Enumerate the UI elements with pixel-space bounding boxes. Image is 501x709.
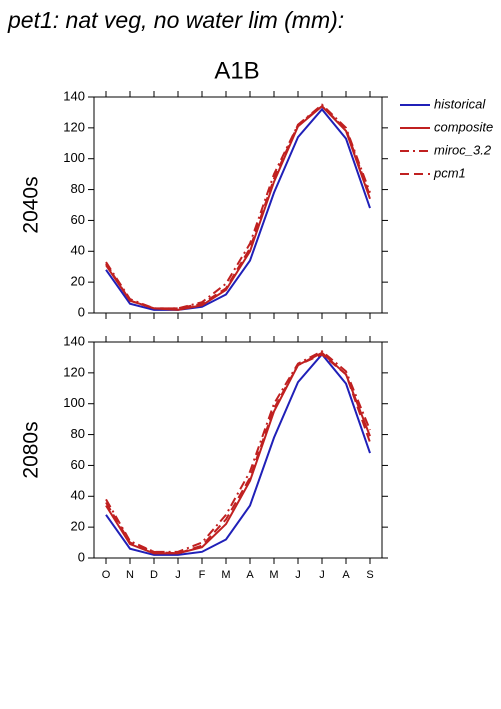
y-tick-label: 80	[71, 426, 85, 441]
line-series	[105, 107, 371, 311]
x-tick-label: F	[199, 569, 206, 581]
y-tick-label: 40	[71, 243, 85, 258]
y-axis-label: 2080s	[20, 421, 43, 478]
y-tick-label: 60	[71, 212, 85, 227]
y-tick-label: 140	[63, 88, 85, 103]
y-tick-label: 0	[78, 304, 85, 319]
y-tick-label: 100	[63, 395, 85, 410]
x-tick-label: J	[319, 569, 325, 581]
y-tick-label: 20	[71, 274, 85, 289]
x-tick-label: A	[342, 569, 350, 581]
y-tick-label: 100	[63, 150, 85, 165]
x-tick-label: S	[366, 569, 373, 581]
line-series	[105, 104, 371, 311]
x-tick-label: J	[295, 569, 301, 581]
x-tick-label: O	[102, 569, 111, 581]
y-tick-label: 40	[71, 488, 85, 503]
x-tick-label: D	[150, 569, 158, 581]
line-series	[105, 350, 371, 553]
chart-title: pet1: nat veg, no water lim (mm):	[7, 7, 344, 33]
y-tick-label: 120	[63, 364, 85, 379]
y-axis-label: 2040s	[20, 176, 43, 233]
y-tick-label: 140	[63, 333, 85, 348]
legend-label: pcm1	[433, 165, 466, 180]
line-series	[105, 352, 371, 556]
y-tick-label: 120	[63, 119, 85, 134]
y-tick-label: 60	[71, 457, 85, 472]
x-tick-label: M	[221, 569, 230, 581]
legend-label: composite	[434, 119, 493, 134]
legend-label: miroc_3.2	[434, 142, 492, 157]
y-tick-label: 20	[71, 519, 85, 534]
line-series	[105, 103, 371, 310]
x-tick-label: N	[126, 569, 134, 581]
plot-frame	[93, 96, 383, 314]
x-tick-label: M	[269, 569, 278, 581]
x-tick-label: J	[175, 569, 181, 581]
chart-subtitle: A1B	[214, 57, 259, 84]
line-series	[105, 104, 371, 310]
y-tick-label: 0	[78, 549, 85, 564]
legend-label: historical	[434, 96, 486, 111]
plot-frame	[93, 341, 383, 559]
x-tick-label: A	[246, 569, 254, 581]
y-tick-label: 80	[71, 181, 85, 196]
